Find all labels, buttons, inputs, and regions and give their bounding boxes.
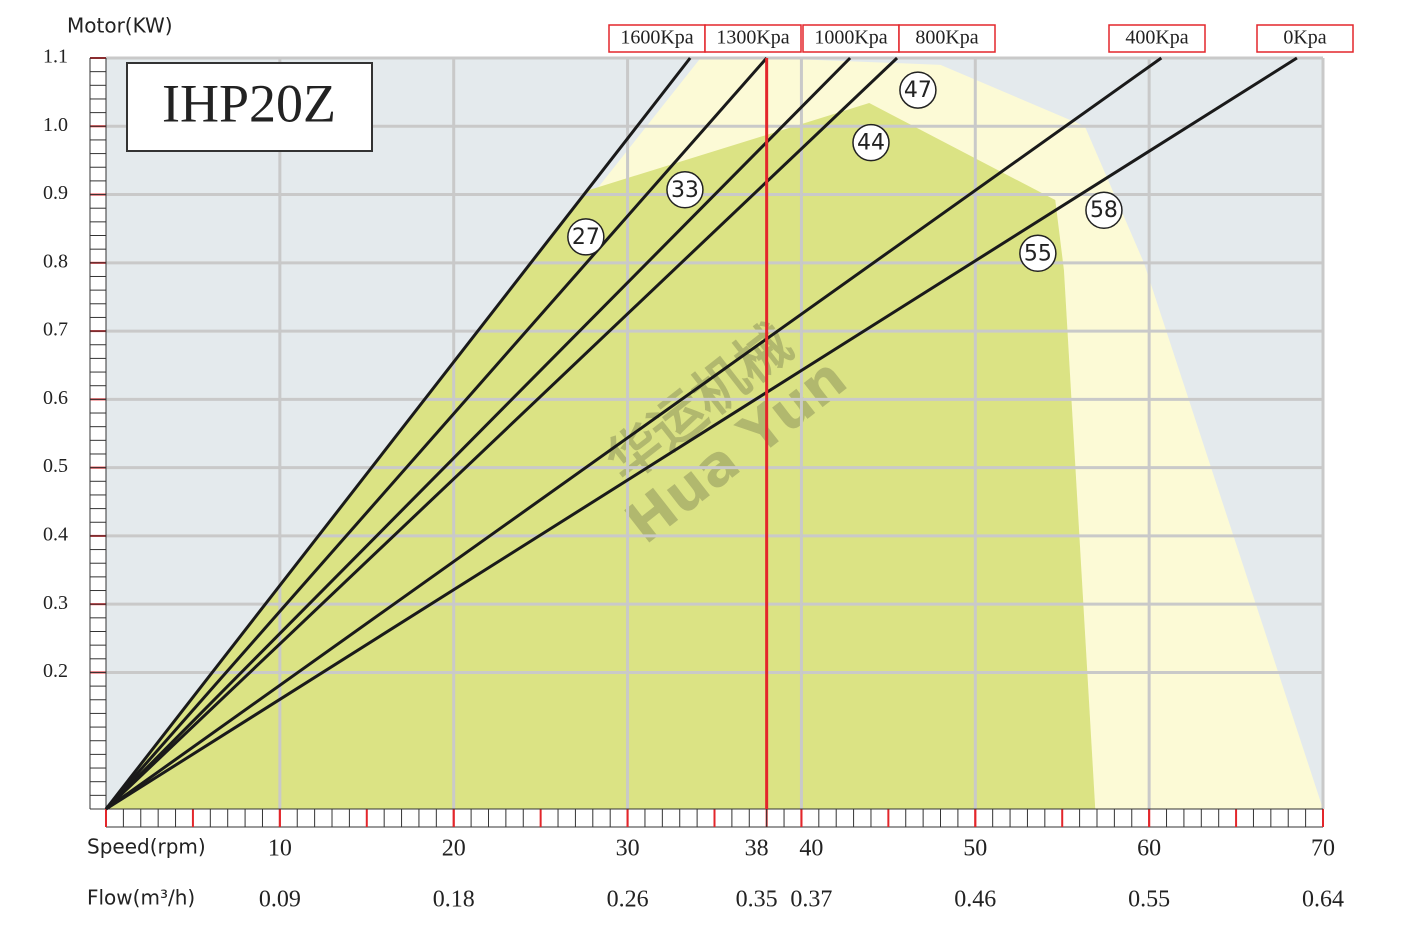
y-tick-label: 1.1 (43, 46, 68, 68)
x-tick-label: 60 (1137, 836, 1161, 862)
chart-title: IHP20Z (162, 73, 336, 133)
series-label: 800Kpa (915, 27, 978, 49)
annotation-label: 55 (1024, 241, 1052, 266)
y-tick-label: 0.8 (43, 250, 68, 272)
y-axis-title: Motor(KW) (67, 14, 173, 38)
series-label-box (802, 24, 900, 53)
series-line (104, 57, 692, 810)
x-tick-label: 38 (745, 836, 769, 862)
annotation-circle (899, 71, 937, 109)
y-tick-label: 0.9 (43, 182, 68, 204)
series-label: 400Kpa (1125, 27, 1188, 49)
x-tick-label: 10 (268, 836, 292, 862)
annotation-label: 44 (857, 131, 885, 156)
x2-tick-label: 0.46 (954, 887, 996, 913)
annotation-label: 33 (671, 178, 699, 203)
annotation-circle (1085, 191, 1123, 229)
x2-tick-label: 0.09 (259, 887, 301, 913)
series-label: 1600Kpa (620, 27, 693, 49)
y-tick-label: 0.2 (43, 660, 68, 682)
x-tick-label: 30 (616, 836, 640, 862)
x2-tick-label: 0.18 (433, 887, 475, 913)
series-label: 0Kpa (1283, 27, 1326, 49)
x2-tick-label: 0.64 (1302, 887, 1344, 913)
x2-tick-label: 0.26 (607, 887, 649, 913)
y-tick-label: 0.5 (43, 455, 68, 477)
x-tick-label: 40 (799, 836, 823, 862)
x2-tick-label: 0.55 (1128, 887, 1170, 913)
x-tick-label: 20 (442, 836, 466, 862)
series-label-box (1108, 24, 1206, 53)
x2-axis-title: Flow(m³/h) (87, 886, 195, 910)
y-tick-label: 0.7 (43, 319, 68, 341)
x-tick-label: 50 (963, 836, 987, 862)
annotation-label: 58 (1090, 198, 1118, 223)
series-label-box (1256, 24, 1354, 53)
series-label: 1300Kpa (716, 27, 789, 49)
series-label: 1000Kpa (814, 27, 887, 49)
series-line (104, 56, 852, 811)
annotation-circle (567, 218, 605, 256)
series-line (105, 56, 1163, 811)
series-label-box (704, 24, 802, 53)
y-tick-label: 1.0 (43, 114, 68, 136)
y-tick-label: 0.3 (43, 592, 68, 614)
y-tick-label: 0.6 (43, 387, 68, 409)
annotation-circle (666, 171, 704, 209)
annotation-label: 27 (572, 225, 600, 250)
annotation-circle (1019, 234, 1057, 273)
series-line (105, 56, 1298, 811)
annotation-circle (852, 123, 890, 162)
title-box (126, 62, 373, 152)
series-label-box (898, 24, 996, 53)
series-line (104, 57, 768, 810)
x2-tick-label: 0.35 (736, 887, 778, 913)
annotation-label: 47 (904, 78, 932, 103)
x-tick-label: 70 (1311, 836, 1335, 862)
y-tick-label: 0.4 (43, 524, 68, 546)
x-axis-title: Speed(rpm) (87, 835, 206, 859)
x2-tick-label: 0.37 (790, 887, 832, 913)
